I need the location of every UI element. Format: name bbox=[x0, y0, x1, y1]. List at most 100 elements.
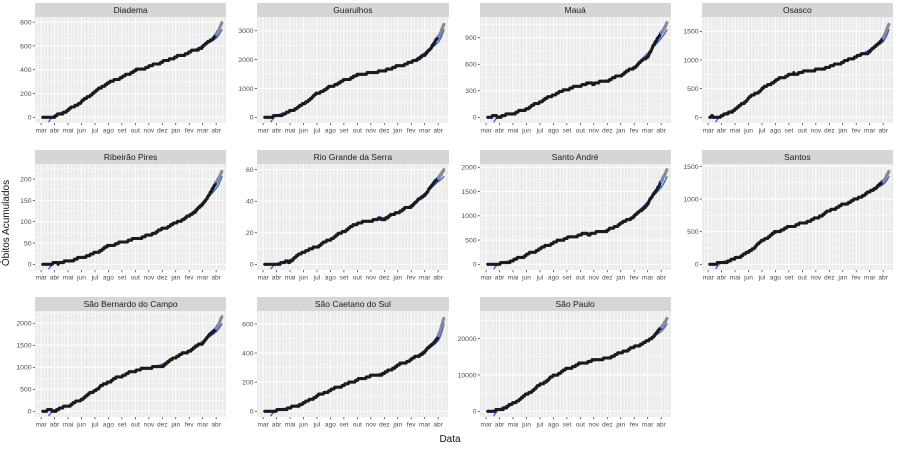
x-tick-label: ago bbox=[325, 275, 336, 282]
x-tick-label: nov bbox=[588, 422, 599, 429]
x-tick-label: nov bbox=[366, 128, 377, 135]
x-tick-label: abr bbox=[656, 422, 666, 429]
x-tick-label: mar bbox=[702, 275, 714, 282]
cumulative-deaths-line bbox=[485, 323, 665, 413]
major-gridlines bbox=[479, 311, 671, 417]
x-tick-label: jun bbox=[743, 275, 753, 282]
y-tick-label: 2000 bbox=[16, 321, 31, 328]
y-tick-label: 800 bbox=[20, 20, 32, 27]
x-tick-label: abr bbox=[717, 128, 727, 135]
x-tick-label: jul bbox=[535, 128, 543, 135]
x-tick-label: nov bbox=[810, 275, 821, 282]
x-tick-label: ago bbox=[547, 128, 558, 135]
panel-background bbox=[35, 311, 227, 417]
y-tick-label: 1000 bbox=[16, 365, 31, 372]
data-layer bbox=[707, 22, 891, 123]
x-tick-label: set bbox=[118, 422, 127, 429]
x-tick-label: dez bbox=[157, 128, 168, 135]
major-gridlines bbox=[257, 17, 449, 123]
x-tick-label: mai bbox=[285, 275, 296, 282]
data-layer bbox=[41, 21, 224, 123]
x-tick-label: mai bbox=[63, 128, 74, 135]
facet-title-sao-caetano-do-sul: São Caetano do Sul bbox=[257, 297, 449, 311]
panel-background bbox=[701, 164, 893, 270]
x-tick-label: mar bbox=[864, 275, 876, 282]
x-tick-label: mar bbox=[419, 275, 431, 282]
x-tick-label: mai bbox=[285, 422, 296, 429]
minor-gridlines bbox=[35, 164, 227, 270]
x-tick-label: jan bbox=[615, 422, 625, 429]
data-layer bbox=[485, 316, 668, 417]
x-tick-label: mar bbox=[642, 128, 654, 135]
x-tick-label: set bbox=[562, 422, 571, 429]
x-tick-label: abr bbox=[50, 275, 60, 282]
major-gridlines bbox=[35, 17, 227, 123]
minor-gridlines bbox=[479, 311, 671, 417]
x-tick-label: mar bbox=[642, 422, 654, 429]
x-tick-label: nov bbox=[144, 422, 155, 429]
x-tick-label: set bbox=[784, 275, 793, 282]
x-tick-label: abr bbox=[434, 422, 444, 429]
panel-background bbox=[35, 164, 227, 270]
y-tick-label: 500 bbox=[687, 86, 699, 93]
major-gridlines bbox=[701, 164, 893, 270]
x-tick-label: nov bbox=[588, 275, 599, 282]
facet-guarulhos: Guarulhos 0 1000 2000 3000 mar abr mai jun jul ago… bbox=[232, 3, 449, 143]
facet-rio-grande-da-serra: Rio Grande da Serra 0 20 40 60 mar abr mai jun ju… bbox=[232, 150, 449, 290]
y-tick-label: 2000 bbox=[461, 165, 476, 172]
x-tick-label: abr bbox=[50, 422, 60, 429]
x-tick-label: fev bbox=[407, 128, 417, 135]
x-tick-label: mar bbox=[35, 275, 47, 282]
x-tick-label: nov bbox=[144, 128, 155, 135]
x-tick-label: fev bbox=[629, 422, 639, 429]
facet-osasco: Osasco 0 500 1000 1500 mar abr mai jun jul ago set o… bbox=[677, 3, 893, 143]
x-tick-label: out bbox=[353, 422, 362, 429]
x-tick-label: abr bbox=[272, 128, 282, 135]
y-tick-label: 3000 bbox=[239, 28, 254, 35]
facet-title-santos: Santos bbox=[701, 150, 893, 164]
x-tick-label: mar bbox=[197, 275, 209, 282]
y-tick-label: 0 bbox=[250, 262, 254, 269]
x-tick-label: jul bbox=[313, 128, 321, 135]
x-tick-label: out bbox=[575, 128, 584, 135]
x-tick-label: abr bbox=[494, 422, 504, 429]
data-layer bbox=[485, 21, 668, 123]
x-tick-label: dez bbox=[379, 275, 390, 282]
y-tick-label: 1500 bbox=[683, 164, 698, 171]
facet-title-guarulhos: Guarulhos bbox=[257, 3, 449, 17]
facet-sao-caetano-do-sul: São Caetano do Sul 0 200 400 600 mar abr mai jun… bbox=[232, 297, 449, 437]
y-tick-label: 0 bbox=[472, 262, 476, 269]
x-tick-label: jan bbox=[837, 128, 847, 135]
cumulative-deaths-line bbox=[707, 176, 887, 266]
x-tick-label: jul bbox=[91, 275, 99, 282]
x-tick-label: dez bbox=[824, 128, 835, 135]
x-tick-label: mai bbox=[507, 422, 518, 429]
y-tick-label: 10000 bbox=[457, 372, 476, 379]
y-tick-label: 1000 bbox=[683, 57, 698, 64]
facet-santos: Santos 0 500 1000 1500 mar abr mai jun jul ago set o… bbox=[677, 150, 893, 290]
x-tick-label: jul bbox=[535, 422, 543, 429]
minor-gridlines bbox=[479, 164, 671, 270]
minor-gridlines bbox=[35, 311, 227, 417]
x-tick-label: jul bbox=[535, 275, 543, 282]
recent-data-tail bbox=[881, 169, 891, 184]
x-tick-label: out bbox=[131, 422, 140, 429]
x-tick-label: mai bbox=[285, 128, 296, 135]
x-tick-label: jan bbox=[837, 275, 847, 282]
data-layer bbox=[41, 169, 224, 270]
x-tick-label: set bbox=[340, 422, 349, 429]
cumulative-deaths-line bbox=[263, 31, 443, 119]
y-tick-label: 1500 bbox=[461, 189, 476, 196]
facet-title-diadema: Diadema bbox=[35, 3, 227, 17]
facet-santo-andre: Santo André 0 500 1000 1500 2000 mar abr mai jun j… bbox=[455, 150, 671, 290]
x-tick-label: abr bbox=[494, 275, 504, 282]
panel-background bbox=[701, 17, 893, 123]
x-tick-label: mar bbox=[197, 128, 209, 135]
y-tick-label: 0 bbox=[472, 409, 476, 416]
x-tick-label: mar bbox=[258, 128, 270, 135]
x-tick-label: jul bbox=[313, 275, 321, 282]
x-tick-label: mar bbox=[258, 422, 270, 429]
